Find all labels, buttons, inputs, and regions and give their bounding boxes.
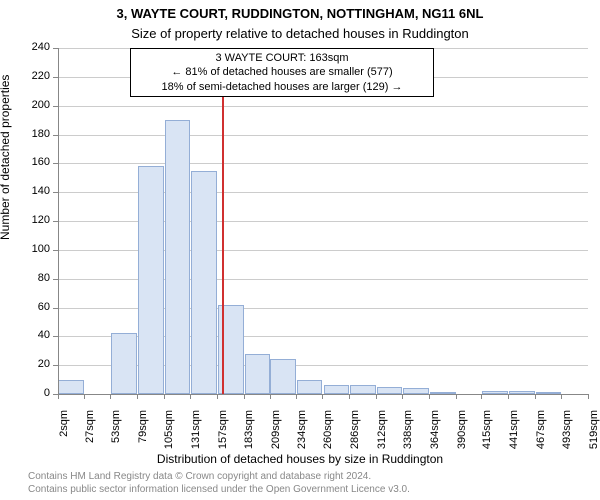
xtick-label: 209sqm	[270, 410, 282, 449]
histogram-bar	[58, 380, 84, 394]
gridline	[58, 106, 588, 107]
xtick-label: 338sqm	[402, 410, 414, 449]
xtick-label: 493sqm	[561, 410, 573, 449]
ytick-label: 120	[20, 214, 50, 226]
ytick-label: 80	[20, 272, 50, 284]
ytick-label: 240	[20, 41, 50, 53]
ytick-label: 100	[20, 243, 50, 255]
xtick-mark	[270, 394, 271, 399]
xtick-mark	[535, 394, 536, 399]
xtick-label: 2sqm	[58, 410, 70, 437]
xtick-label: 390sqm	[456, 410, 468, 449]
xtick-mark	[58, 394, 59, 399]
ytick-label: 40	[20, 329, 50, 341]
xtick-mark	[296, 394, 297, 399]
xtick-label: 441sqm	[508, 410, 520, 449]
xtick-mark	[84, 394, 85, 399]
histogram-bar	[297, 380, 323, 394]
xtick-mark	[110, 394, 111, 399]
xtick-label: 157sqm	[217, 410, 229, 449]
ytick-label: 220	[20, 70, 50, 82]
xtick-mark	[137, 394, 138, 399]
xtick-mark	[508, 394, 509, 399]
histogram-bar	[270, 359, 296, 394]
footer-line1: Contains HM Land Registry data © Crown c…	[28, 471, 410, 484]
y-axis-line	[58, 48, 59, 394]
xtick-label: 27sqm	[84, 410, 96, 443]
histogram-bar	[377, 387, 403, 394]
ytick-label: 160	[20, 156, 50, 168]
xtick-label: 364sqm	[429, 410, 441, 449]
xtick-label: 234sqm	[296, 410, 308, 449]
xtick-label: 183sqm	[244, 410, 256, 449]
histogram-bar	[350, 385, 376, 394]
gridline	[58, 163, 588, 164]
footer-text: Contains HM Land Registry data © Crown c…	[28, 471, 410, 496]
histogram-bar	[165, 120, 191, 394]
ytick-label: 60	[20, 301, 50, 313]
xtick-mark	[217, 394, 218, 399]
xtick-mark	[190, 394, 191, 399]
ytick-label: 0	[20, 387, 50, 399]
xtick-mark	[588, 394, 589, 399]
xtick-label: 79sqm	[137, 410, 149, 443]
histogram-bar	[245, 354, 271, 394]
plot-area: 0204060801001201401601802002202402sqm27s…	[58, 48, 588, 394]
annotation-line2: ← 81% of detached houses are smaller (57…	[137, 65, 427, 79]
footer-line2: Contains public sector information licen…	[28, 484, 410, 497]
xtick-mark	[322, 394, 323, 399]
chart-container: 3, WAYTE COURT, RUDDINGTON, NOTTINGHAM, …	[0, 0, 600, 500]
histogram-bar	[191, 171, 217, 394]
xtick-mark	[481, 394, 482, 399]
xtick-mark	[244, 394, 245, 399]
chart-title-line2: Size of property relative to detached ho…	[0, 26, 600, 41]
x-axis-label: Distribution of detached houses by size …	[0, 452, 600, 466]
marker-line	[222, 48, 224, 394]
xtick-mark	[164, 394, 165, 399]
xtick-label: 312sqm	[376, 410, 388, 449]
xtick-mark	[349, 394, 350, 399]
chart-title-line1: 3, WAYTE COURT, RUDDINGTON, NOTTINGHAM, …	[0, 6, 600, 21]
annotation-box: 3 WAYTE COURT: 163sqm ← 81% of detached …	[130, 48, 434, 97]
histogram-bar	[138, 166, 164, 394]
xtick-label: 53sqm	[110, 410, 122, 443]
histogram-bar	[324, 385, 350, 394]
ytick-label: 140	[20, 185, 50, 197]
xtick-label: 415sqm	[481, 410, 493, 449]
xtick-label: 467sqm	[535, 410, 547, 449]
xtick-mark	[456, 394, 457, 399]
xtick-mark	[376, 394, 377, 399]
xtick-label: 105sqm	[164, 410, 176, 449]
xtick-mark	[429, 394, 430, 399]
xtick-mark	[402, 394, 403, 399]
ytick-label: 20	[20, 358, 50, 370]
ytick-label: 200	[20, 99, 50, 111]
xtick-label: 260sqm	[323, 410, 335, 449]
histogram-bar	[111, 333, 137, 394]
ytick-label: 180	[20, 128, 50, 140]
xtick-mark	[561, 394, 562, 399]
annotation-line3: 18% of semi-detached houses are larger (…	[137, 80, 427, 94]
gridline	[58, 135, 588, 136]
xtick-label: 519sqm	[588, 410, 600, 449]
xtick-label: 131sqm	[190, 410, 202, 449]
xtick-label: 286sqm	[349, 410, 361, 449]
annotation-line1: 3 WAYTE COURT: 163sqm	[137, 51, 427, 65]
y-axis-label: Number of detached properties	[0, 75, 12, 240]
